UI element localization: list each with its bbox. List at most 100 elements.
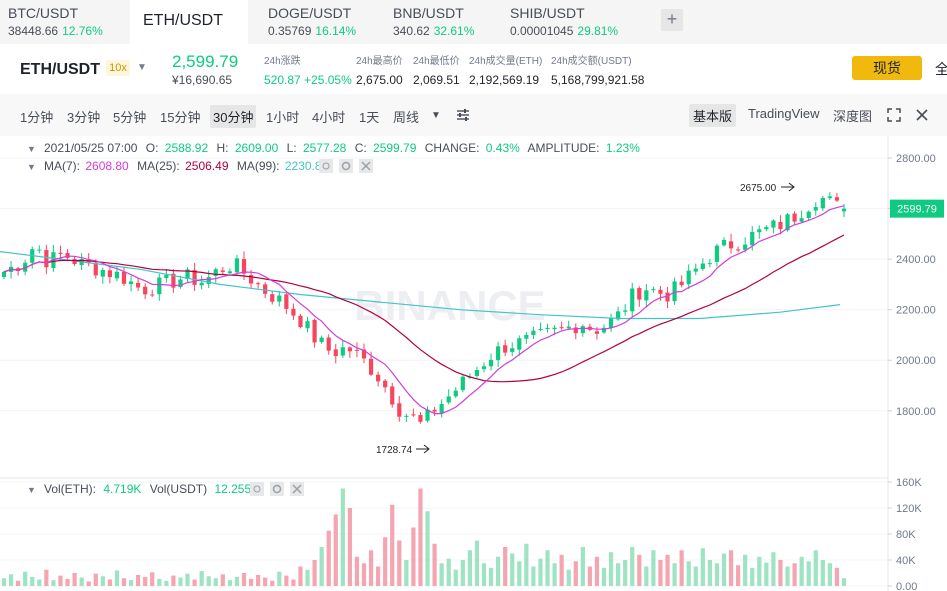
volume-bar [538,558,543,586]
tab-bnb-usdt[interactable]: BNB/USDT 340.62 32.61% [388,0,498,44]
volume-axis: 160K 120K 80K 40K 0.00 [888,477,922,591]
ma25-line [3,234,845,383]
vol-usdt-value: 12.255M [214,482,261,496]
chevron-down-icon[interactable]: ▼ [27,144,36,154]
interval-15m[interactable]: 15分钟 [160,110,201,125]
interval-5m[interactable]: 5分钟 [113,110,147,125]
tab-sub: 340.62 32.61% [393,24,474,38]
gear-icon[interactable] [339,159,353,173]
ma99-line [0,251,841,320]
volume-bar [227,580,232,586]
expand-icon[interactable] [887,108,901,122]
tab-price: 38448.66 [8,24,59,38]
candle-body [284,294,289,309]
volume-bar [510,553,515,586]
stat-24h-change: 24h涨跌 520.87 +25.05% [264,52,352,87]
candle-body [100,269,105,277]
high-label-text: H: [217,141,229,155]
volume-bar [192,579,197,586]
candle-body [813,207,818,211]
volume-bar [531,566,536,586]
volume-bar [750,567,755,586]
candle-body [234,258,240,273]
chevron-down-icon[interactable]: ▼ [27,485,36,495]
eye-icon[interactable] [250,482,264,496]
full-button[interactable]: 全 [935,61,947,77]
chevron-down-icon[interactable]: ▼ [431,110,441,121]
volume-bar [637,554,642,586]
candle-body [171,273,176,288]
gear-icon[interactable] [270,482,284,496]
tab-btc-usdt[interactable]: BTC/USDT 38448.66 12.76% [0,0,130,44]
chevron-down-icon[interactable]: ▼ [27,162,36,172]
candle-body [390,386,395,405]
ohlc-row: 2021/05/25 07:00 O: 2588.92 H: 2609.00 L… [44,141,640,155]
candle-body [750,231,755,246]
volume-bar [503,547,508,586]
volume-bar [319,547,324,586]
candle-body [496,346,501,361]
volume-bar [736,565,741,586]
candle-body [128,281,134,285]
volume-bar [199,571,204,586]
ma25-label: MA(25): [137,159,180,173]
candle-body [573,327,578,334]
tab-change: 32.61% [433,24,475,38]
stat-label: 24h最高价 [356,56,403,67]
chevron-down-icon[interactable]: ▼ [137,62,147,73]
tab-change: 29.81% [577,24,619,38]
ma-row: MA(7): 2608.80 MA(25): 2506.49 MA(99): 2… [44,159,329,173]
ma25-value: 2506.49 [185,159,229,173]
interval-1d[interactable]: 1天 [359,110,380,125]
candle-body [1,271,7,278]
tab-eth-usdt[interactable]: ETH/USDT [130,0,248,44]
volume-tick-label: 0.00 [896,581,917,591]
sliders-icon[interactable] [456,108,470,122]
volume-bar [827,563,832,586]
close-icon[interactable] [916,109,928,121]
volume-bar [693,566,698,586]
symbol-title[interactable]: ETH/USDT [20,61,100,78]
interval-1w[interactable]: 周线 [393,110,420,125]
candle-body [136,282,141,288]
tab-shib-usdt[interactable]: SHIB/USDT 0.00001045 29.81% [506,0,646,44]
tab-pair: DOGE/USDT [268,5,352,21]
volume-bar [51,580,56,586]
volume-bar [799,556,804,586]
candle-body [425,409,430,421]
candle-body [743,244,748,250]
amplitude-label: AMPLITUDE: [528,141,600,155]
candle-body [305,321,310,329]
volume-bar [326,530,331,586]
volume-bar [100,576,105,586]
interval-4h[interactable]: 4小时 [312,110,346,125]
tab-price: 0.35769 [268,24,312,38]
volume-bar [411,527,416,586]
volume-bar [30,576,35,586]
view-depth[interactable]: 深度图 [833,109,873,124]
candle-body [559,327,564,329]
kline-chart[interactable]: BINANCE 2800.002600.002400.002200.002000… [0,136,947,591]
view-basic[interactable]: 基本版 [689,104,737,127]
interval-1m[interactable]: 1分钟 [20,110,54,125]
price-cny: ¥16,690.65 [172,73,233,87]
volume-bar [743,554,748,586]
volume-bar [8,574,14,586]
candle-body [150,294,155,296]
interval-30m[interactable]: 30分钟 [210,105,257,128]
tab-doge-usdt[interactable]: DOGE/USDT 0.35769 16.14% [262,0,380,44]
high-value: 2609.00 [235,141,279,155]
spot-button[interactable]: 现货 [852,56,922,80]
volume-bar [376,566,381,586]
volume-bar [566,569,571,586]
view-tradingview[interactable]: TradingView [748,106,820,121]
stat-label: 24h成交额(USDT) [551,56,632,67]
eye-icon[interactable] [319,159,333,173]
interval-3m[interactable]: 3分钟 [67,110,101,125]
add-tab-button[interactable]: + [661,9,683,31]
candle-body [432,409,437,412]
interval-1h[interactable]: 1小时 [266,110,300,125]
volume-bar [806,561,811,586]
candle-body [806,211,811,219]
leverage-badge[interactable]: 10x [106,60,130,76]
